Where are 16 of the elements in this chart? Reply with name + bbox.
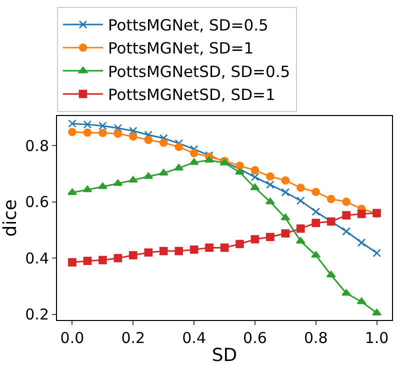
x-tick-label: 0.4 — [182, 329, 206, 347]
x-tick-label: 1.0 — [364, 329, 389, 347]
y-tick-label: 0.2 — [25, 306, 49, 324]
x-tick-label: 0.2 — [121, 329, 146, 347]
x-tick-label: 0.0 — [60, 329, 84, 347]
x-axis-title: SD — [212, 345, 238, 366]
y-tick-label: 0.6 — [25, 193, 49, 212]
legend-label: PottsMGNet, SD=0.5 — [108, 16, 268, 35]
legend-label: PottsMGNet, SD=1 — [108, 40, 254, 58]
y-tick-label: 0.4 — [25, 249, 49, 268]
y-tick-label: 0.8 — [25, 136, 49, 155]
x-tick-label: 0.8 — [304, 329, 328, 347]
y-axis-title: dice — [0, 199, 21, 237]
legend-label: PottsMGNetSD, SD=1 — [108, 86, 276, 104]
legend-label: PottsMGNetSD, SD=0.5 — [108, 62, 290, 81]
x-tick-label: 0.6 — [243, 329, 267, 347]
